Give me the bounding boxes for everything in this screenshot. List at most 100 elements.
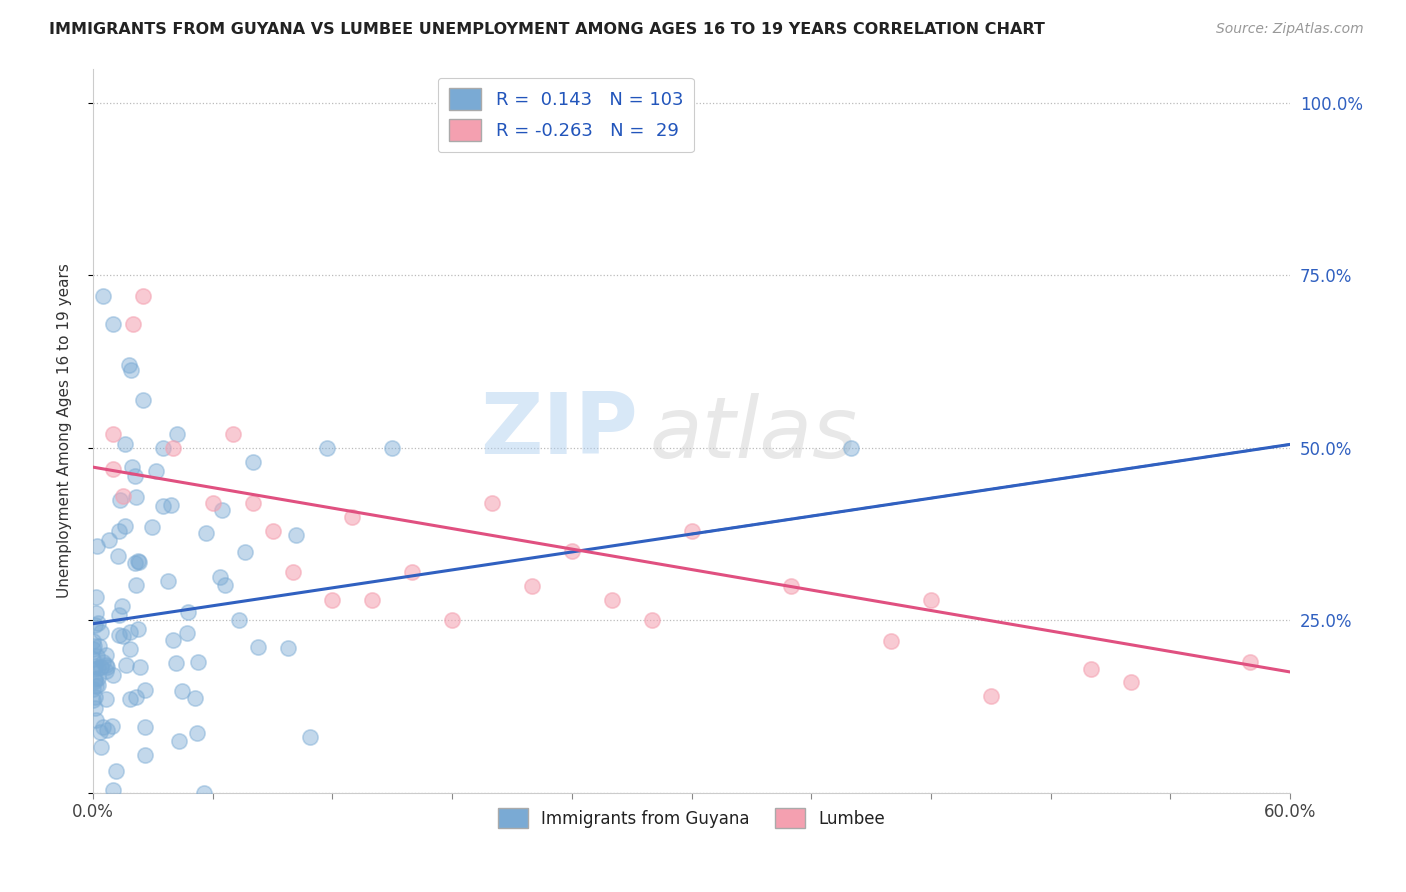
Point	[94, 664, 117, 678]
Point	[780, 579, 803, 593]
Point	[214, 578, 236, 592]
Point	[111, 489, 134, 503]
Point	[101, 461, 124, 475]
Point	[242, 496, 264, 510]
Point	[84, 673, 107, 688]
Point	[120, 624, 142, 639]
Point	[86, 677, 108, 691]
Point	[125, 690, 148, 704]
Point	[132, 392, 155, 407]
Point	[87, 661, 110, 675]
Point	[170, 684, 193, 698]
Point	[125, 490, 148, 504]
Point	[247, 640, 270, 654]
Point	[83, 640, 105, 654]
Point	[211, 503, 233, 517]
Point	[84, 690, 107, 704]
Point	[166, 427, 188, 442]
Point	[1119, 675, 1142, 690]
Point	[120, 642, 142, 657]
Point	[127, 622, 149, 636]
Point	[101, 317, 124, 331]
Text: Source: ZipAtlas.com: Source: ZipAtlas.com	[1216, 22, 1364, 37]
Point	[107, 549, 129, 563]
Point	[98, 533, 121, 547]
Point	[90, 739, 112, 754]
Point	[401, 565, 423, 579]
Point	[112, 629, 135, 643]
Point	[152, 441, 174, 455]
Text: IMMIGRANTS FROM GUYANA VS LUMBEE UNEMPLOYMENT AMONG AGES 16 TO 19 YEARS CORRELAT: IMMIGRANTS FROM GUYANA VS LUMBEE UNEMPLO…	[49, 22, 1045, 37]
Point	[120, 363, 142, 377]
Point	[277, 640, 299, 655]
Point	[145, 464, 167, 478]
Point	[681, 524, 703, 538]
Point	[108, 608, 131, 623]
Point	[184, 690, 207, 705]
Point	[284, 528, 307, 542]
Point	[101, 668, 124, 682]
Point	[120, 691, 142, 706]
Point	[82, 692, 104, 706]
Text: ZIP: ZIP	[479, 389, 638, 472]
Point	[839, 441, 862, 455]
Point	[104, 764, 127, 779]
Point	[108, 628, 131, 642]
Point	[980, 689, 1002, 703]
Point	[91, 289, 114, 303]
Point	[82, 642, 104, 657]
Text: atlas: atlas	[650, 392, 858, 475]
Point	[162, 441, 184, 455]
Point	[84, 606, 107, 620]
Point	[110, 492, 132, 507]
Point	[96, 692, 118, 706]
Legend: Immigrants from Guyana, Lumbee: Immigrants from Guyana, Lumbee	[492, 801, 891, 835]
Point	[84, 658, 107, 673]
Point	[176, 625, 198, 640]
Point	[86, 649, 108, 664]
Point	[235, 545, 257, 559]
Point	[129, 660, 152, 674]
Point	[481, 496, 503, 510]
Point	[920, 592, 942, 607]
Point	[132, 289, 155, 303]
Point	[281, 565, 304, 579]
Point	[82, 681, 104, 696]
Point	[100, 718, 122, 732]
Point	[520, 579, 543, 593]
Point	[141, 520, 163, 534]
Point	[316, 441, 339, 455]
Point	[194, 525, 217, 540]
Point	[125, 578, 148, 592]
Point	[640, 613, 662, 627]
Point	[84, 713, 107, 727]
Point	[880, 634, 903, 648]
Point	[90, 625, 112, 640]
Point	[221, 427, 243, 442]
Point	[134, 747, 156, 762]
Point	[321, 592, 343, 607]
Y-axis label: Unemployment Among Ages 16 to 19 years: Unemployment Among Ages 16 to 19 years	[58, 263, 72, 598]
Point	[118, 358, 141, 372]
Point	[96, 723, 118, 738]
Point	[114, 658, 136, 673]
Point	[124, 468, 146, 483]
Point	[101, 427, 124, 442]
Point	[186, 726, 208, 740]
Point	[361, 592, 384, 607]
Point	[114, 518, 136, 533]
Point	[84, 590, 107, 604]
Point	[228, 613, 250, 627]
Point	[84, 701, 107, 715]
Point	[87, 615, 110, 630]
Point	[262, 524, 284, 538]
Point	[101, 783, 124, 797]
Point	[134, 720, 156, 734]
Point	[561, 544, 583, 558]
Point	[381, 441, 404, 455]
Point	[107, 524, 129, 538]
Point	[156, 574, 179, 588]
Point	[441, 613, 464, 627]
Point	[84, 672, 107, 686]
Point	[201, 496, 224, 510]
